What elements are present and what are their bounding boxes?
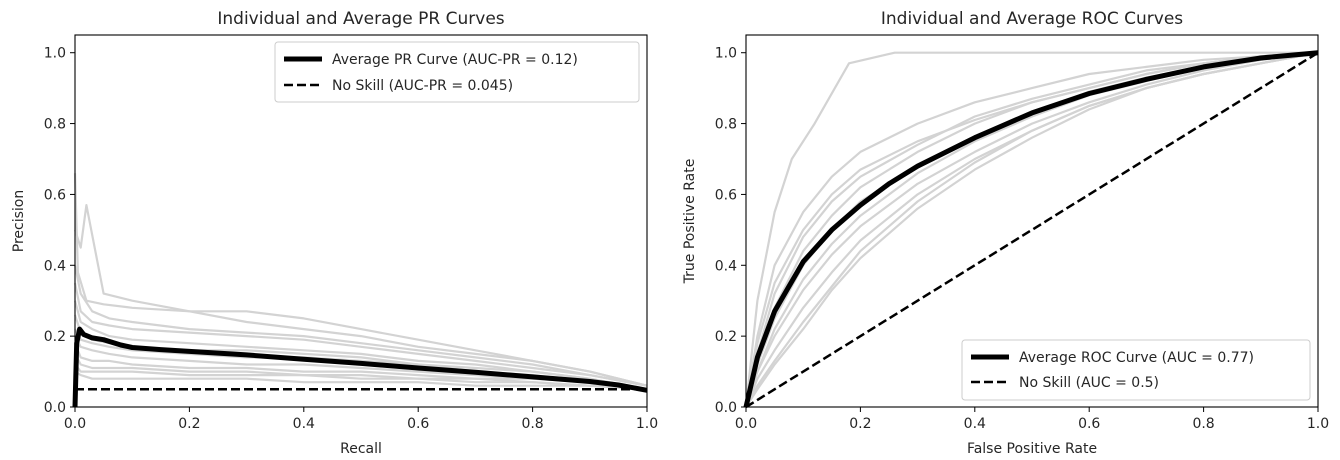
pr-y-tick-label-2: 0.4: [44, 258, 66, 274]
pr-x-axis-label: Recall: [340, 441, 382, 457]
pr-ticks: 0.0 0.2 0.4 0.6 0.8 1.0 0.0 0.2 0.4 0.6 0.8 1.0: [44, 46, 658, 432]
pr-individual-curve-3: [73, 265, 648, 387]
roc-no-skill-line: [745, 51, 1319, 409]
pr-y-tick-label-1: 0.2: [44, 329, 66, 345]
pr-axes-frame: [74, 34, 648, 408]
pr-curves: [72, 173, 648, 408]
roc-y-tick-label-2: 0.4: [715, 258, 737, 274]
roc-x-tick-label-1: 0.2: [849, 416, 871, 432]
roc-individual-curve-5: [744, 51, 1319, 408]
roc-legend-average-label: Average ROC Curve (AUC = 0.77): [1019, 350, 1254, 366]
pr-legend-noskill-label: No Skill (AUC-PR = 0.045): [332, 78, 513, 94]
roc-x-tick-label-0: 0.0: [735, 416, 757, 432]
roc-curves: [743, 50, 1319, 409]
pr-individual-curve-10: [74, 353, 648, 391]
roc-axes-frame: [745, 34, 1319, 408]
pr-x-tick-label-0: 0.0: [64, 416, 86, 432]
roc-x-axis-label: False Positive Rate: [967, 441, 1097, 457]
roc-y-axis-label: True Positive Rate: [682, 159, 698, 285]
pr-y-axis-label: Precision: [11, 190, 27, 252]
roc-legend-box: [961, 339, 1311, 401]
roc-chart: Individual and Average ROC Curves 0.0 0.2…: [682, 9, 1329, 457]
pr-legend-average-label: Average PR Curve (AUC-PR = 0.12): [332, 52, 578, 68]
roc-y-tick-label-1: 0.2: [715, 329, 737, 345]
pr-individual-curve-12: [74, 370, 648, 391]
pr-y-tick-label-3: 0.6: [44, 187, 66, 203]
roc-chart-title: Individual and Average ROC Curves: [881, 9, 1183, 29]
roc-individual-curve-11: [745, 51, 1319, 408]
roc-average-curve: [743, 50, 1319, 408]
roc-y-tick-label-3: 0.6: [715, 187, 737, 203]
roc-ticks: 0.0 0.2 0.4 0.6 0.8 1.0 0.0 0.2 0.4 0.6 0.8 1.0: [715, 46, 1329, 432]
pr-x-tick-label-3: 0.6: [407, 416, 429, 432]
roc-x-tick-label-2: 0.4: [964, 416, 986, 432]
pr-chart-title: Individual and Average PR Curves: [217, 9, 504, 29]
roc-individual-curve-2: [744, 51, 1319, 408]
pr-x-tick-label-5: 1.0: [636, 416, 658, 432]
pr-chart: Individual and Average PR Curves 0.0 0.2 0…: [11, 9, 658, 457]
pr-legend: Average PR Curve (AUC-PR = 0.12) No Skil…: [274, 41, 640, 103]
pr-x-tick-label-2: 0.4: [293, 416, 315, 432]
roc-individual-curve-1: [744, 51, 1318, 408]
roc-x-tick-label-4: 0.8: [1192, 416, 1214, 432]
pr-legend-box: [274, 41, 640, 103]
pr-average-curve: [72, 326, 648, 408]
roc-x-tick-label-5: 1.0: [1307, 416, 1329, 432]
pr-individual-curve-8: [73, 342, 648, 391]
roc-x-tick-label-3: 0.6: [1078, 416, 1100, 432]
pr-individual-curve-9: [73, 282, 648, 387]
pr-x-tick-label-4: 0.8: [521, 416, 543, 432]
pr-y-tick-label-0: 0.0: [44, 400, 66, 416]
roc-y-tick-label-0: 0.0: [715, 400, 737, 416]
pr-x-tick-label-1: 0.2: [178, 416, 200, 432]
pr-y-tick-label-4: 0.8: [44, 117, 66, 133]
roc-y-tick-label-5: 1.0: [715, 46, 737, 62]
roc-y-tick-label-4: 0.8: [715, 117, 737, 133]
pr-individual-curve-2: [73, 204, 648, 387]
roc-legend: Average ROC Curve (AUC = 0.77) No Skill …: [961, 339, 1311, 401]
roc-legend-noskill-label: No Skill (AUC = 0.5): [1019, 375, 1159, 391]
pr-y-tick-label-5: 1.0: [44, 46, 66, 62]
